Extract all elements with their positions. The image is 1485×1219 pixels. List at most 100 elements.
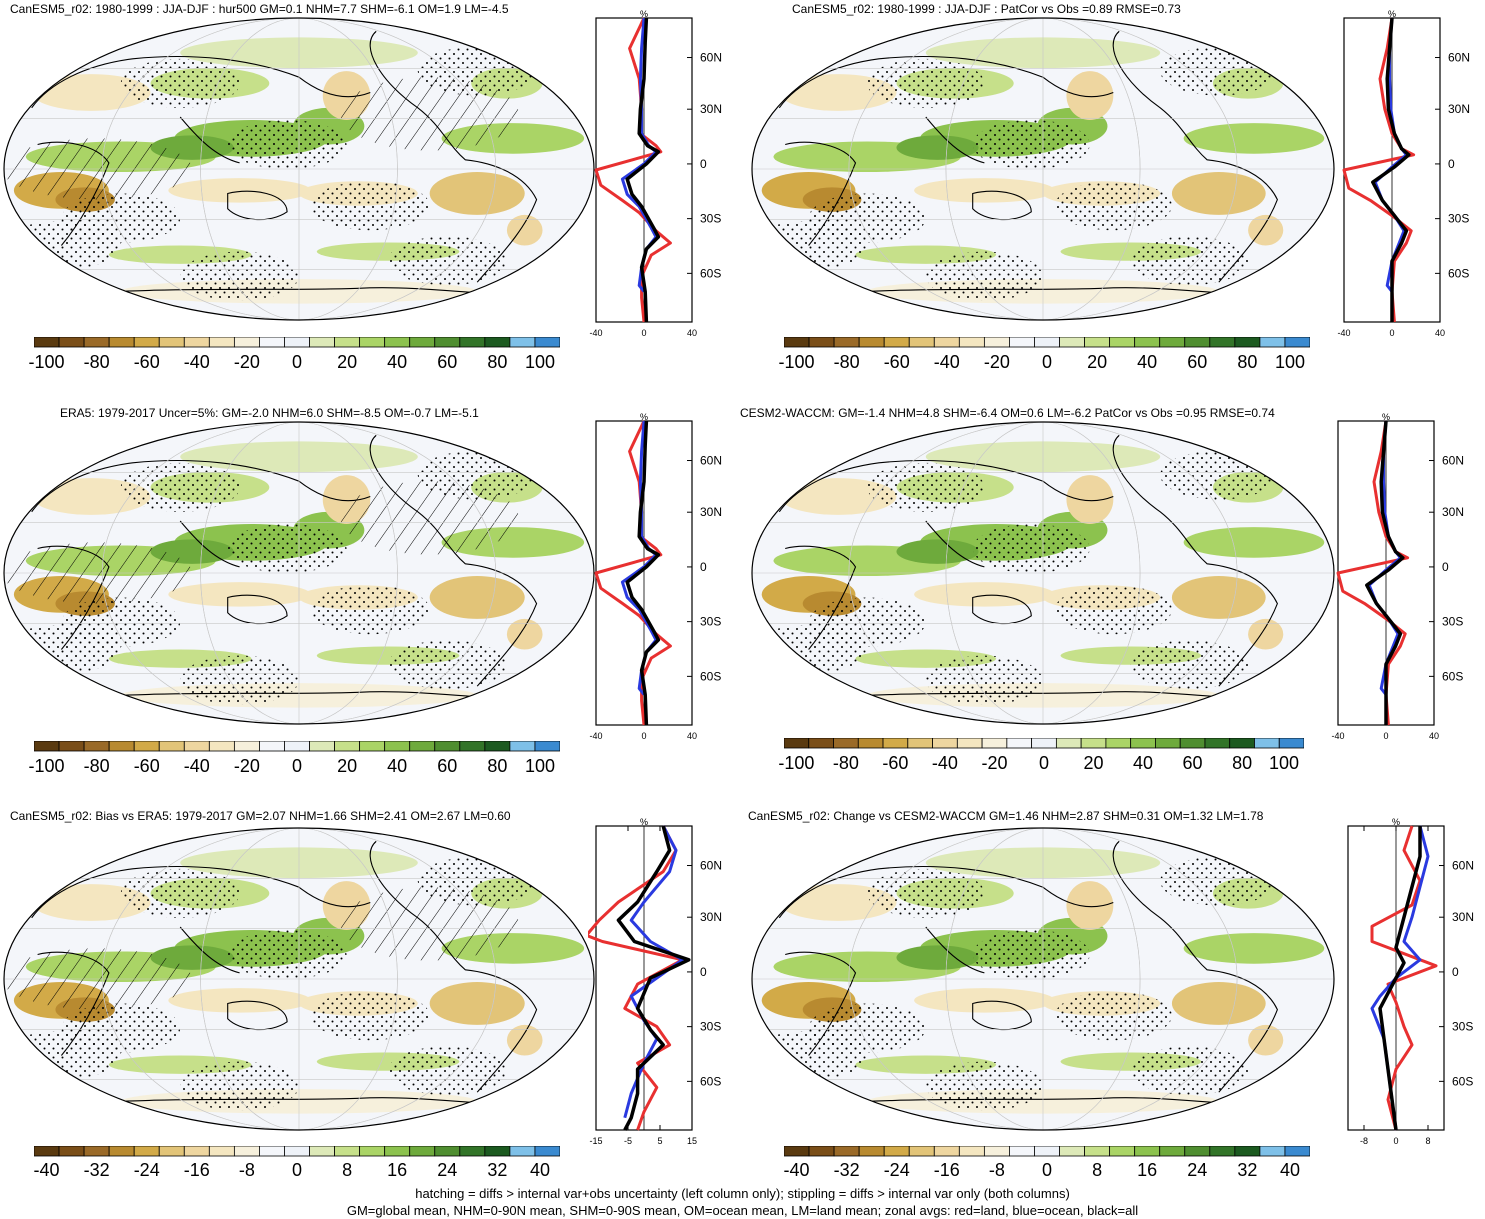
- colorbar-tick-label: -40: [925, 753, 965, 774]
- colorbar-tick-label: 32: [1227, 1160, 1267, 1181]
- colorbar-swatch: [1032, 738, 1057, 748]
- colorbar-swatch: [109, 741, 134, 751]
- stippling: [1131, 640, 1248, 689]
- lat-label: 30N: [700, 505, 722, 519]
- colorbar-tick-label: -16: [177, 1160, 217, 1181]
- stippling: [388, 1046, 507, 1095]
- anomaly-region: [1066, 881, 1113, 930]
- colorbar-swatch: [1285, 337, 1310, 347]
- colorbar-swatch: [310, 1146, 335, 1156]
- colorbar-swatch: [834, 337, 859, 347]
- colorbar-tick-label: 24: [1177, 1160, 1217, 1181]
- anomaly-region: [914, 988, 1055, 1012]
- colorbar-swatch: [410, 337, 435, 347]
- lat-label: 0: [700, 157, 707, 171]
- colorbar-swatch: [234, 1146, 259, 1156]
- ocean-zonal-line: [622, 18, 656, 292]
- colorbar-swatch: [859, 337, 884, 347]
- land-zonal-line: [1344, 18, 1414, 322]
- colorbar-tick-label: -20: [974, 753, 1014, 774]
- colorbar-swatch: [1106, 738, 1131, 748]
- colorbar-swatch: [784, 738, 809, 748]
- anomaly-region: [1066, 475, 1113, 524]
- colorbar-swatch: [1210, 1146, 1235, 1156]
- anomaly-region: [897, 539, 979, 563]
- colorbar-swatch: [1009, 1146, 1034, 1156]
- colorbar-tick-label: 60: [1173, 753, 1213, 774]
- x-tick-label: -15: [589, 1136, 602, 1146]
- colorbar-swatch: [1056, 738, 1081, 748]
- colorbar-swatch: [184, 337, 209, 347]
- colorbar-swatch: [310, 741, 335, 751]
- stippling: [926, 1062, 1043, 1111]
- lat-label: 0: [700, 965, 707, 979]
- colorbar-tick-label: 16: [1127, 1160, 1167, 1181]
- colorbar-swatch: [535, 1146, 560, 1156]
- lat-label: 30N: [700, 102, 722, 116]
- stippling: [867, 463, 984, 512]
- colorbar-swatch: [335, 1146, 360, 1156]
- colorbar-swatch: [410, 1146, 435, 1156]
- colorbar-swatch: [884, 337, 909, 347]
- anomaly-region: [1066, 71, 1113, 120]
- colorbar-swatch: [435, 337, 460, 347]
- colorbar-tick-label: 80: [1227, 352, 1267, 373]
- anomaly-region: [168, 582, 311, 606]
- colorbar-tick-label: 40: [377, 352, 417, 373]
- colorbar-swatch: [934, 337, 959, 347]
- colorbar-tick-label: 8: [1077, 1160, 1117, 1181]
- zonal-unit: %: [640, 10, 648, 19]
- colorbar-swatch: [909, 1146, 934, 1156]
- panel-title: CanESM5_r02: Change vs CESM2-WACCM GM=1.…: [748, 809, 1263, 823]
- x-tick-label: 0: [641, 328, 646, 338]
- anomaly-region: [1172, 982, 1266, 1025]
- world-map: [2, 826, 596, 1132]
- colorbar: [34, 337, 560, 349]
- colorbar-tick-label: -24: [127, 1160, 167, 1181]
- colorbar-tick-label: -40: [27, 1160, 67, 1181]
- stippling: [388, 236, 507, 285]
- lat-label: 30S: [700, 615, 721, 629]
- colorbar-swatch: [1260, 1146, 1285, 1156]
- panel-title: CESM2-WACCM: GM=-1.4 NHM=4.8 SHM=-6.4 OM…: [740, 406, 1275, 420]
- anomaly-region: [1184, 527, 1325, 558]
- colorbar-tick-label: 100: [520, 756, 560, 777]
- stippling: [121, 59, 240, 108]
- colorbar-swatch: [109, 337, 134, 347]
- stippling: [311, 181, 430, 230]
- colorbar-swatch: [1260, 337, 1285, 347]
- colorbar-swatch: [510, 741, 535, 751]
- stippling: [1160, 857, 1277, 906]
- stippling: [926, 656, 1043, 705]
- colorbar-swatch: [460, 741, 485, 751]
- colorbar-tick-label: -80: [827, 352, 867, 373]
- colorbar-tick-label: 60: [427, 756, 467, 777]
- colorbar-swatch: [1085, 337, 1110, 347]
- colorbar-tick-label: 60: [1177, 352, 1217, 373]
- colorbar-swatch: [34, 337, 59, 347]
- colorbar-swatch: [1230, 738, 1255, 748]
- colorbar-swatch: [1185, 1146, 1210, 1156]
- anomaly-region: [914, 178, 1055, 202]
- colorbar-swatch: [34, 741, 59, 751]
- anomaly-region: [914, 582, 1055, 606]
- colorbar-swatch: [1235, 337, 1260, 347]
- colorbar-swatch: [809, 337, 834, 347]
- colorbar-tick-label: 100: [1264, 753, 1304, 774]
- x-tick-label: 0: [1383, 731, 1388, 741]
- colorbar-swatch: [385, 741, 410, 751]
- colorbar-swatch: [59, 337, 84, 347]
- panel-title: CanESM5_r02: 1980-1999 : JJA-DJF : PatCo…: [792, 2, 1181, 16]
- colorbar-tick-label: -16: [927, 1160, 967, 1181]
- colorbar-swatch: [1007, 738, 1032, 748]
- stippling: [973, 930, 1090, 979]
- colorbar-swatch: [109, 1146, 134, 1156]
- colorbar-tick-label: -60: [127, 352, 167, 373]
- lat-label: 0: [1452, 965, 1459, 979]
- lat-label: 60N: [1442, 454, 1464, 468]
- colorbar-swatch: [259, 1146, 284, 1156]
